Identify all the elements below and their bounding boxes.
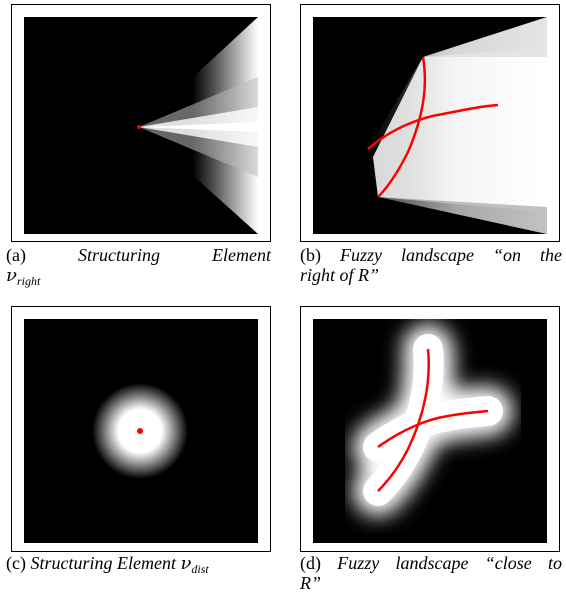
figure-d-frame [300, 306, 560, 552]
fuzzy-landscape-right-image [313, 17, 547, 234]
figure-c-frame [11, 306, 271, 552]
reference-object-stroke-1 [377, 56, 427, 198]
reference-object-stroke-2 [367, 103, 499, 150]
reference-object-stroke-2 [377, 409, 489, 449]
caption-c: (c) Structuring Element νdist [6, 553, 209, 576]
figure-a-frame [11, 4, 271, 242]
caption-d: (d) Fuzzy landscape “close to R” [300, 553, 563, 593]
reference-point [137, 428, 143, 434]
caption-a: (a) Structuring Element νright [6, 245, 271, 288]
reference-point [137, 125, 141, 129]
structuring-element-dist-image [24, 319, 258, 543]
fuzzy-landscape-close-image [313, 319, 547, 543]
figure-b-frame [300, 4, 560, 242]
caption-b: (b) Fuzzy landscape “on the right of R” [300, 245, 563, 285]
structuring-element-right-image [24, 17, 258, 234]
reference-object-stroke-1 [377, 348, 430, 492]
